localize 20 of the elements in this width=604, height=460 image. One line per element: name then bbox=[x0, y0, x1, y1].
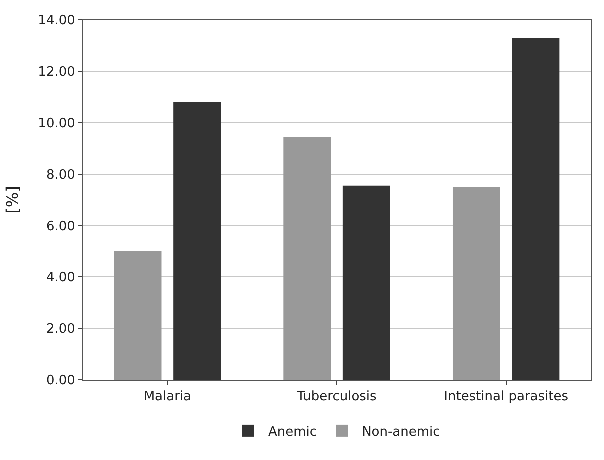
bar bbox=[284, 137, 332, 380]
y-tick-label: 10.00 bbox=[38, 116, 76, 132]
x-tick-label: Tuberculosis bbox=[296, 390, 378, 405]
y-tick-label: 2.00 bbox=[46, 322, 76, 338]
bar bbox=[174, 102, 222, 380]
y-tick-label: 14.00 bbox=[38, 14, 76, 29]
x-tick-label: Malaria bbox=[144, 390, 192, 405]
legend-label: Non-anemic bbox=[362, 425, 440, 440]
y-tick-label: 4.00 bbox=[46, 270, 76, 286]
x-tick-label: Intestinal parasites bbox=[444, 390, 569, 405]
legend-label: Anemic bbox=[268, 425, 318, 440]
bar bbox=[452, 187, 500, 380]
y-tick-label: 12.00 bbox=[38, 64, 76, 80]
bar bbox=[512, 38, 560, 380]
y-axis-title: [%] bbox=[3, 186, 22, 214]
bar bbox=[114, 251, 162, 380]
y-tick-label: 8.00 bbox=[46, 168, 76, 183]
y-tick-label: 0.00 bbox=[46, 374, 76, 389]
bar bbox=[342, 186, 390, 380]
y-tick-label: 6.00 bbox=[46, 219, 76, 234]
